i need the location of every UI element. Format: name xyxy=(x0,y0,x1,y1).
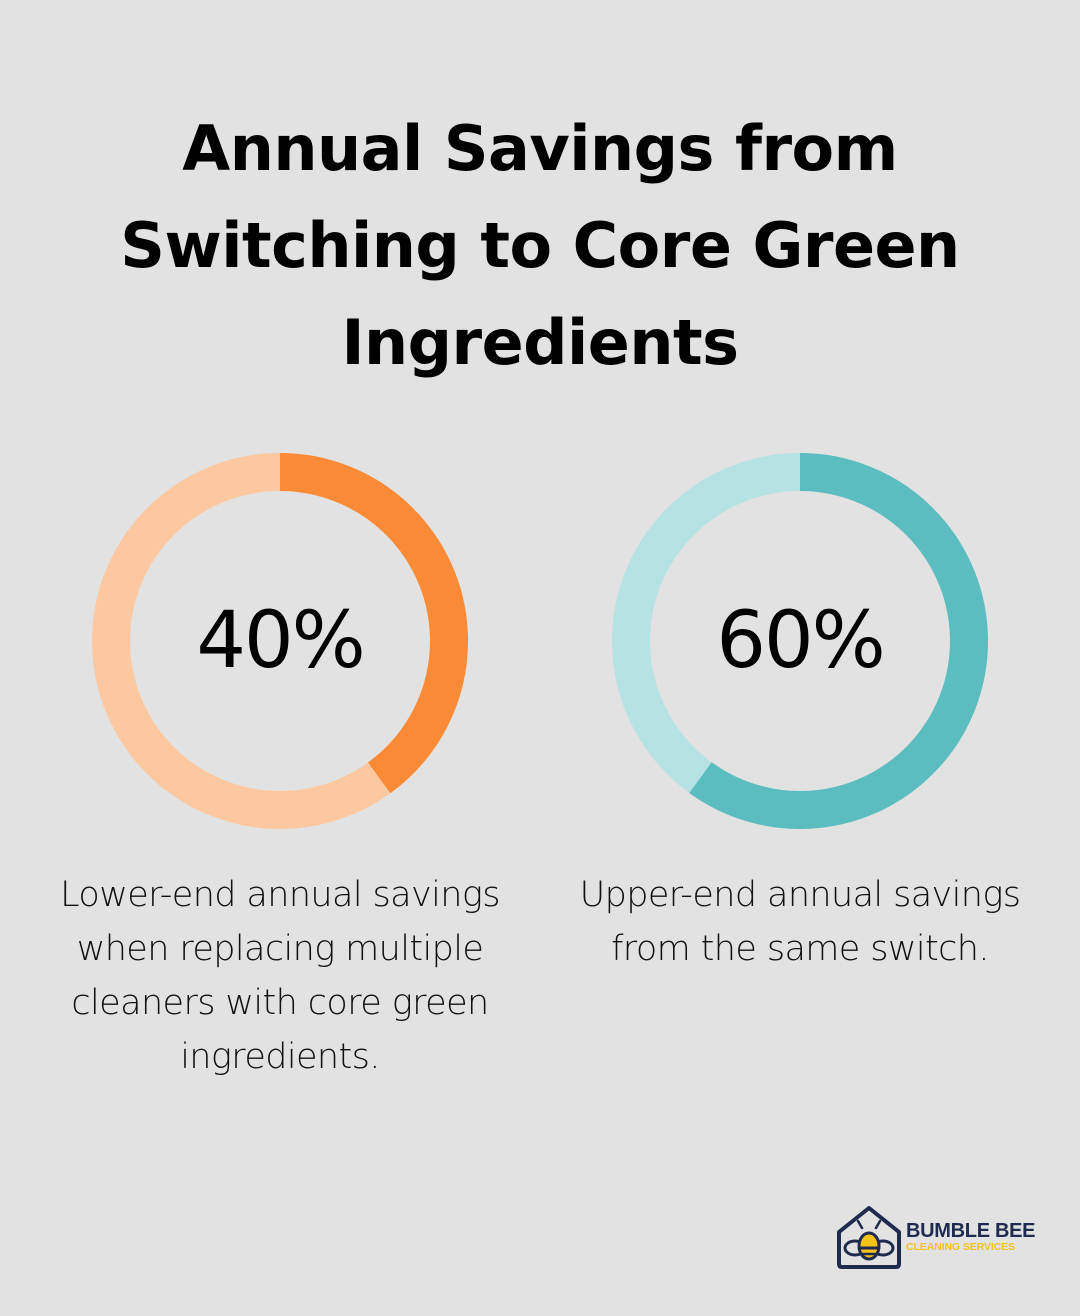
stat-value: 60% xyxy=(716,596,885,686)
stat-value: 40% xyxy=(196,596,365,686)
donut-ring-teal xyxy=(612,453,988,829)
logo-name: BUMBLE BEE xyxy=(906,1220,1036,1242)
donut-chart-upper-end: 60% xyxy=(600,441,1000,841)
page-title: Annual Savings from Switching to Core Gr… xyxy=(60,100,1020,391)
bee-house-icon xyxy=(837,1206,901,1269)
logo-tagline: CLEANING SERVICES xyxy=(906,1241,1015,1253)
company-logo: BUMBLE BEE CLEANING SERVICES xyxy=(834,1202,1044,1272)
donut-chart-lower-end: 40% xyxy=(80,441,480,841)
donut-ring-orange xyxy=(92,453,468,829)
stat-description: Upper-end annual savings from the same s… xyxy=(579,875,1021,969)
stat-description: Lower-end annual savings when replacing … xyxy=(60,875,500,1077)
donut-value-arc xyxy=(612,453,988,829)
donut-value-arc xyxy=(92,453,468,829)
title-line-2: Switching to Core Green xyxy=(120,209,960,282)
title-line-1: Annual Savings from xyxy=(182,112,898,185)
title-line-3: Ingredients xyxy=(341,306,739,379)
